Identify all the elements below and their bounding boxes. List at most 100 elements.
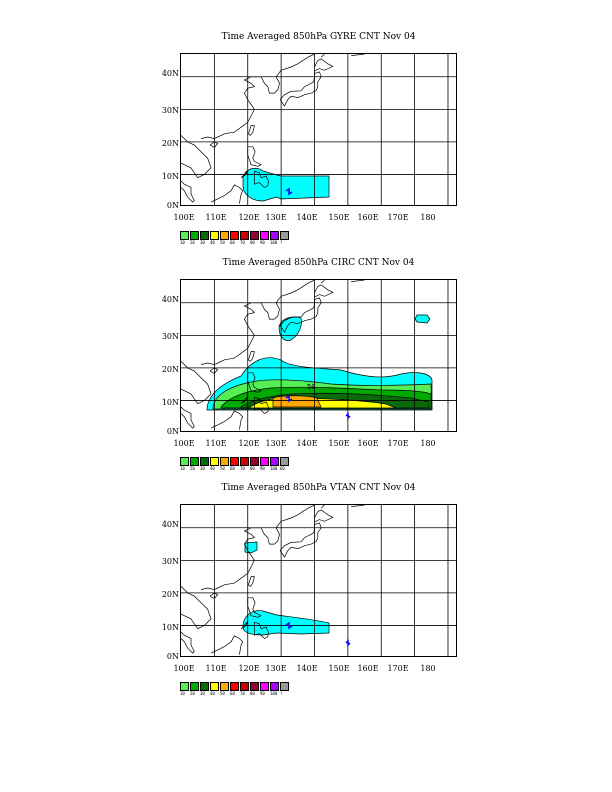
- legend-labels: 10 20 30 40 50 60 70 80 90 100 60: [180, 467, 290, 471]
- lon-label: 150E: [328, 439, 350, 448]
- legend-label: 60: [230, 466, 235, 471]
- legend-label: 40: [210, 691, 215, 696]
- lon-label: 130E: [265, 439, 287, 448]
- legend-label: 100: [270, 466, 278, 471]
- lon-label: 180: [420, 439, 436, 448]
- legend-label: 40: [210, 240, 215, 245]
- lon-label: 160E: [357, 213, 379, 222]
- lon-label: 150E: [328, 664, 350, 673]
- legend-label: 10: [180, 691, 185, 696]
- legend-swatch: [260, 457, 269, 466]
- coastline-segment: [254, 396, 269, 414]
- legend-swatch: [200, 682, 209, 691]
- coastline-segment: [320, 280, 325, 284]
- legend-label: 10: [180, 466, 185, 471]
- legend-swatch: [230, 231, 239, 240]
- coastline-segment: [248, 576, 255, 587]
- lon-label: 160E: [357, 439, 379, 448]
- shaded-field: [206, 314, 433, 411]
- coastline-segment: [181, 586, 212, 630]
- lat-label: 0N: [166, 652, 179, 661]
- lon-label: 130E: [265, 213, 287, 222]
- legend-label: 40: [210, 466, 215, 471]
- coastline-segment: [351, 54, 365, 56]
- legend-label: 20: [190, 466, 195, 471]
- legend-swatch: [180, 682, 189, 691]
- lon-label: 180: [420, 664, 436, 673]
- lon-label: 100E: [173, 439, 195, 448]
- lat-label: 40N: [161, 295, 179, 304]
- coastline-segment: [210, 635, 244, 655]
- coastline-segment: [181, 180, 195, 203]
- legend-label: 30: [200, 466, 205, 471]
- panel-title: Time Averaged 850hPa CIRC CNT Nov 04: [222, 258, 415, 268]
- lat-label: 0N: [166, 201, 179, 210]
- legend-label: 20: [190, 240, 195, 245]
- legend-label: 60: [230, 691, 235, 696]
- legend-swatch: [270, 231, 279, 240]
- legend-swatch: [250, 457, 259, 466]
- coastline-segment: [351, 505, 365, 507]
- coastline-segment: [181, 361, 212, 405]
- lat-label: 20N: [161, 139, 179, 148]
- legend-swatch: [260, 682, 269, 691]
- legend-swatch: [210, 457, 219, 466]
- map-area: [180, 504, 457, 657]
- gridlines: [181, 54, 456, 205]
- map-svg: [181, 54, 456, 205]
- panel-title: Time Averaged 850hPa GYRE CNT Nov 04: [221, 32, 416, 42]
- coastline-segment: [181, 135, 212, 179]
- coastline-segment: [209, 592, 219, 599]
- legend-label: ?: [280, 240, 283, 245]
- legend-label: 70: [240, 466, 245, 471]
- map-svg: 50: [181, 280, 456, 431]
- lon-label: 170E: [387, 439, 409, 448]
- lon-label: 110E: [205, 439, 227, 448]
- lon-label: 160E: [357, 664, 379, 673]
- legend-swatch: [250, 231, 259, 240]
- shaded-field: [242, 167, 330, 202]
- legend-label: 20: [190, 691, 195, 696]
- lat-label: 30N: [161, 106, 179, 115]
- coastline-segment: [210, 410, 244, 430]
- coastline-segment: [200, 54, 315, 139]
- lon-label: 120E: [238, 213, 260, 222]
- lon-label: 120E: [238, 439, 260, 448]
- lat-label: 30N: [161, 332, 179, 341]
- lat-label: 40N: [161, 520, 179, 529]
- coastline-segment: [209, 141, 219, 148]
- coastline-segment: [279, 71, 322, 107]
- lon-label: 120E: [238, 664, 260, 673]
- coastline-segment: [200, 505, 315, 590]
- coastline-segment: [247, 597, 262, 618]
- lat-label: 0N: [166, 427, 179, 436]
- legend-swatch: [250, 682, 259, 691]
- lat-label: 10N: [161, 172, 179, 181]
- legend-swatch: [270, 682, 279, 691]
- legend-label: 60: [280, 466, 285, 471]
- coastline-segment: [247, 372, 262, 393]
- contour-label: 50: [307, 383, 315, 391]
- legend-swatch: [190, 682, 199, 691]
- legend-swatch: [230, 457, 239, 466]
- legend-label: 50: [220, 466, 225, 471]
- lon-label: 110E: [205, 664, 227, 673]
- lon-label: 180: [420, 213, 436, 222]
- lat-label: 10N: [161, 398, 179, 407]
- legend-label: ?: [280, 691, 283, 696]
- legend-label: 80: [250, 691, 255, 696]
- coastline-segment: [254, 621, 269, 639]
- legend-swatch: [180, 231, 189, 240]
- legend-swatch: [240, 457, 249, 466]
- legend-swatch: [280, 231, 289, 240]
- map-svg: [181, 505, 456, 656]
- lon-label: 140E: [296, 664, 318, 673]
- legend-swatch: [220, 457, 229, 466]
- lat-label: 40N: [161, 69, 179, 78]
- coastline-segment: [181, 631, 195, 654]
- coastline-segment: [320, 54, 325, 58]
- coastline-segment: [209, 367, 219, 374]
- legend-label: 30: [200, 240, 205, 245]
- legend-swatch: [220, 231, 229, 240]
- lon-label: 140E: [296, 213, 318, 222]
